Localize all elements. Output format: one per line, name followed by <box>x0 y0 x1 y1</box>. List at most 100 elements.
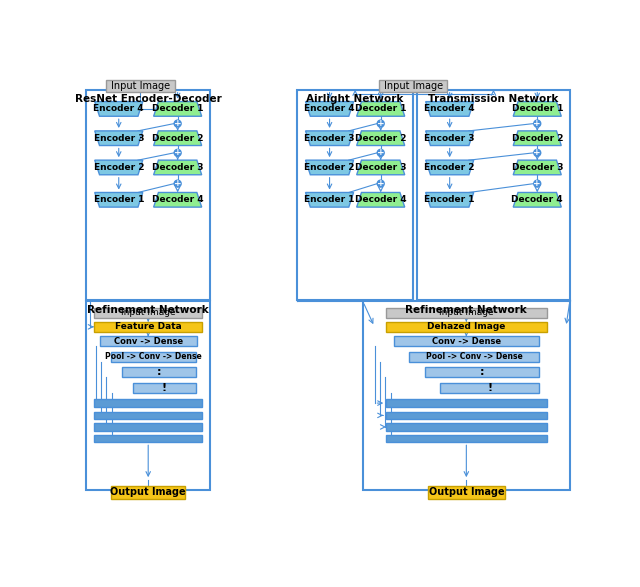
Text: !: ! <box>162 383 167 393</box>
Text: +: + <box>174 119 182 128</box>
Text: Decoder 3: Decoder 3 <box>511 163 563 172</box>
Text: Decoder 2: Decoder 2 <box>355 134 406 143</box>
FancyBboxPatch shape <box>94 434 202 443</box>
FancyBboxPatch shape <box>386 399 547 407</box>
Text: Refinement Network: Refinement Network <box>406 305 527 315</box>
Polygon shape <box>305 131 353 146</box>
Text: +: + <box>377 179 385 188</box>
Text: +: + <box>533 149 541 157</box>
FancyBboxPatch shape <box>428 486 505 498</box>
FancyBboxPatch shape <box>106 80 175 92</box>
FancyBboxPatch shape <box>386 411 547 419</box>
Text: !: ! <box>487 383 492 393</box>
Polygon shape <box>513 131 561 146</box>
Text: Encoder 1: Encoder 1 <box>424 195 475 204</box>
Polygon shape <box>154 160 202 175</box>
Circle shape <box>377 120 384 127</box>
FancyBboxPatch shape <box>379 80 447 92</box>
Polygon shape <box>513 102 561 116</box>
Text: +: + <box>174 179 182 188</box>
Text: Encoder 1: Encoder 1 <box>93 195 144 204</box>
Text: Decoder 4: Decoder 4 <box>152 195 204 204</box>
FancyBboxPatch shape <box>410 352 539 362</box>
Text: Refinement Network: Refinement Network <box>87 305 209 315</box>
Text: Feature Data: Feature Data <box>115 322 182 331</box>
Polygon shape <box>513 193 561 207</box>
Text: +: + <box>377 149 385 157</box>
Text: Airlight Network: Airlight Network <box>307 93 404 103</box>
Polygon shape <box>95 131 143 146</box>
Polygon shape <box>426 193 474 207</box>
Text: Encoder 3: Encoder 3 <box>304 134 355 143</box>
Text: Output Image: Output Image <box>110 487 186 497</box>
FancyBboxPatch shape <box>425 367 539 377</box>
Polygon shape <box>356 160 404 175</box>
Polygon shape <box>426 131 474 146</box>
FancyBboxPatch shape <box>394 336 539 346</box>
FancyBboxPatch shape <box>111 486 185 498</box>
Text: Transmission Network: Transmission Network <box>428 93 559 103</box>
Text: Pool -> Conv -> Dense: Pool -> Conv -> Dense <box>426 352 522 362</box>
Polygon shape <box>356 131 404 146</box>
Polygon shape <box>95 102 143 116</box>
Circle shape <box>174 180 181 187</box>
Text: Decoder 2: Decoder 2 <box>152 134 204 143</box>
Text: Encoder 3: Encoder 3 <box>424 134 475 143</box>
Circle shape <box>534 120 541 127</box>
FancyBboxPatch shape <box>386 434 547 443</box>
Polygon shape <box>95 193 143 207</box>
FancyBboxPatch shape <box>94 308 202 318</box>
Text: Conv -> Dense: Conv -> Dense <box>432 337 501 346</box>
FancyBboxPatch shape <box>386 308 547 318</box>
Text: Input Image: Input Image <box>384 81 443 91</box>
Text: +: + <box>174 149 182 157</box>
Text: Decoder 1: Decoder 1 <box>152 104 204 113</box>
Text: Output Image: Output Image <box>429 487 504 497</box>
FancyBboxPatch shape <box>440 383 539 393</box>
Circle shape <box>377 180 384 187</box>
Polygon shape <box>356 193 404 207</box>
Text: Encoder 2: Encoder 2 <box>424 163 475 172</box>
Polygon shape <box>426 160 474 175</box>
Text: Decoder 4: Decoder 4 <box>511 195 563 204</box>
Text: +: + <box>533 119 541 128</box>
Polygon shape <box>305 160 353 175</box>
Text: Input Image: Input Image <box>121 309 175 318</box>
FancyBboxPatch shape <box>94 411 202 419</box>
Text: Input Image: Input Image <box>439 309 493 318</box>
Text: :: : <box>479 367 484 377</box>
Circle shape <box>377 149 384 156</box>
Text: Encoder 4: Encoder 4 <box>93 104 144 113</box>
Text: Decoder 2: Decoder 2 <box>511 134 563 143</box>
Text: Encoder 1: Encoder 1 <box>304 195 355 204</box>
FancyBboxPatch shape <box>94 423 202 431</box>
Circle shape <box>174 149 181 156</box>
FancyBboxPatch shape <box>100 336 196 346</box>
FancyBboxPatch shape <box>94 399 202 407</box>
FancyBboxPatch shape <box>386 423 547 431</box>
Text: Pool -> Conv -> Dense: Pool -> Conv -> Dense <box>105 352 202 362</box>
Polygon shape <box>305 193 353 207</box>
Circle shape <box>174 120 181 127</box>
Text: Dehazed Image: Dehazed Image <box>427 322 506 331</box>
Text: :: : <box>157 367 161 377</box>
FancyBboxPatch shape <box>133 383 196 393</box>
Text: Encoder 4: Encoder 4 <box>304 104 355 113</box>
Text: +: + <box>377 119 385 128</box>
FancyBboxPatch shape <box>122 367 196 377</box>
Circle shape <box>534 180 541 187</box>
Text: Decoder 4: Decoder 4 <box>355 195 406 204</box>
FancyBboxPatch shape <box>111 352 196 362</box>
Polygon shape <box>95 160 143 175</box>
Text: Decoder 1: Decoder 1 <box>355 104 406 113</box>
Polygon shape <box>513 160 561 175</box>
Polygon shape <box>305 102 353 116</box>
Polygon shape <box>154 193 202 207</box>
Text: +: + <box>533 179 541 188</box>
Text: Encoder 4: Encoder 4 <box>424 104 475 113</box>
FancyBboxPatch shape <box>94 322 202 332</box>
Text: Input Image: Input Image <box>111 81 170 91</box>
Text: ResNet Encoder-Decoder: ResNet Encoder-Decoder <box>75 93 221 103</box>
Polygon shape <box>154 102 202 116</box>
Text: Encoder 2: Encoder 2 <box>93 163 144 172</box>
